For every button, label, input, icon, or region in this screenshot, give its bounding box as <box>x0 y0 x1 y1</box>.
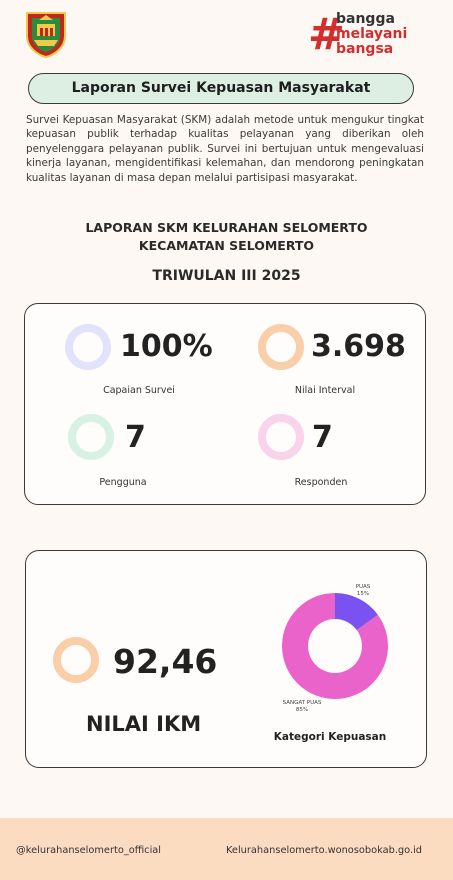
ikm-label: NILAI IKM <box>86 712 202 736</box>
slice-label-sangat-puas-pct: 85% <box>295 707 309 713</box>
brand-word-3: bangsa <box>336 41 394 57</box>
chart-title: Kategori Kepuasan <box>273 731 387 743</box>
brand-word-1: bangga <box>336 11 395 27</box>
satisfaction-donut-chart <box>282 593 388 699</box>
brand-hash: # <box>308 9 345 60</box>
stat-value-capaian: 100% <box>120 329 213 364</box>
page-title: Laporan Survei Kepuasan Masyarakat <box>28 73 414 104</box>
stat-label-pengguna: Pengguna <box>99 477 147 488</box>
slice-label-sangat-puas: SANGAT PUAS 85% <box>280 700 324 714</box>
stat-ring-capaian <box>65 324 111 370</box>
stat-ring-responden <box>258 414 304 460</box>
slice-label-puas-name: PUAS <box>355 584 371 590</box>
donut-slice-puas <box>335 593 378 631</box>
donut-slice-sangat-puas <box>282 593 388 699</box>
footer: @kelurahanselomerto_official Kelurahanse… <box>0 818 453 880</box>
stat-label-capaian: Capaian Survei <box>103 385 175 396</box>
stat-value-interval: 3.698 <box>311 329 406 364</box>
ikm-value: 92,46 <box>113 642 218 681</box>
website-link[interactable]: Kelurahanselomerto.wonosobokab.go.id <box>226 845 423 856</box>
slice-label-puas: PUAS 15% <box>350 584 376 598</box>
report-title-line-1: LAPORAN SKM KELURAHAN SELOMERTO <box>85 220 368 235</box>
instagram-handle[interactable]: @kelurahanselomerto_official <box>16 845 162 856</box>
stat-ring-interval <box>258 324 304 370</box>
brand-word-2: melayani <box>336 26 408 42</box>
stat-value-responden: 7 <box>312 420 333 455</box>
brand-logo: # bangga melayani bangsa <box>308 10 428 62</box>
slice-label-sangat-puas-name: SANGAT PUAS <box>282 700 322 706</box>
report-period: TRIWULAN III 2025 <box>152 268 301 284</box>
description-text: Survei Kepuasan Masyarakat (SKM) adalah … <box>26 114 424 184</box>
regency-crest-icon <box>24 10 68 59</box>
stat-value-pengguna: 7 <box>125 420 146 455</box>
ikm-ring <box>53 637 99 683</box>
slice-label-puas-pct: 15% <box>356 591 370 597</box>
stat-ring-pengguna <box>68 414 114 460</box>
stat-label-interval: Nilai Interval <box>294 385 356 396</box>
stat-label-responden: Responden <box>294 477 348 488</box>
report-title-line-2: KECAMATAN SELOMERTO <box>138 238 315 253</box>
